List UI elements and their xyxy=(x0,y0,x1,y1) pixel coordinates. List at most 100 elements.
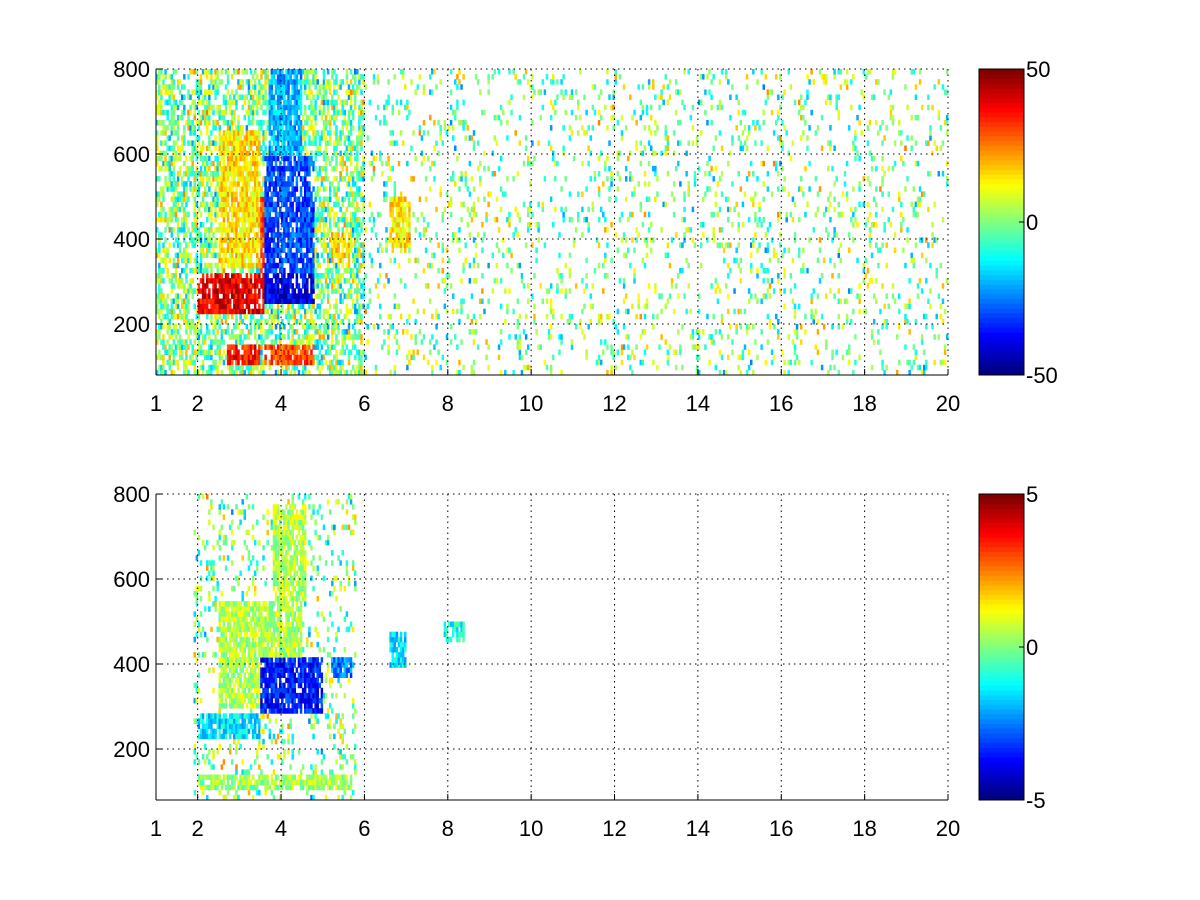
heatmap-cell xyxy=(260,283,263,289)
heatmap-cell xyxy=(237,135,240,141)
heatmap-cell xyxy=(328,369,332,376)
heatmap-cell xyxy=(433,344,436,350)
heatmap-cell xyxy=(170,114,174,121)
heatmap-cell xyxy=(185,364,188,371)
heatmap-cell xyxy=(333,247,336,253)
heatmap-cell xyxy=(333,283,336,289)
heatmap-cell xyxy=(189,125,192,131)
heatmap-cell xyxy=(303,181,307,187)
heatmap-cell xyxy=(599,89,603,95)
heatmap-cell xyxy=(264,99,267,106)
heatmap-cell xyxy=(637,293,640,299)
heatmap-cell xyxy=(278,125,282,131)
heatmap-cell xyxy=(291,89,294,95)
heatmap-cell xyxy=(303,344,307,350)
heatmap-cell xyxy=(218,303,222,310)
heatmap-cell xyxy=(354,99,357,106)
heatmap-cell xyxy=(335,247,338,253)
heatmap-cell xyxy=(291,165,294,172)
heatmap-cell xyxy=(293,252,297,259)
heatmap-cell xyxy=(345,216,349,223)
heatmap-cell xyxy=(560,339,563,345)
heatmap-cell xyxy=(306,165,309,172)
heatmap-cell xyxy=(243,262,247,269)
heatmap-cell xyxy=(214,318,217,325)
heatmap-cell xyxy=(220,242,224,248)
heatmap-cell xyxy=(366,324,369,330)
heatmap-cell xyxy=(303,349,307,355)
heatmap-cell xyxy=(256,120,259,126)
heatmap-cell xyxy=(164,140,167,146)
heatmap-cell xyxy=(216,303,219,310)
heatmap-cell xyxy=(303,278,307,284)
heatmap-cell xyxy=(312,125,315,131)
heatmap-cell xyxy=(481,109,484,116)
heatmap-cell xyxy=(249,257,253,264)
heatmap-cell xyxy=(337,359,340,366)
heatmap-cell xyxy=(164,303,167,310)
heatmap-cell xyxy=(560,89,563,95)
heatmap-cell xyxy=(472,329,476,335)
heatmap-cell xyxy=(281,344,284,350)
heatmap-cell xyxy=(201,176,205,182)
heatmap-cell xyxy=(293,267,297,274)
heatmap-cell xyxy=(349,176,353,182)
heatmap-cell xyxy=(224,273,228,279)
heatmap-cell xyxy=(422,130,426,136)
heatmap-cell xyxy=(326,252,330,259)
heatmap-cell xyxy=(231,155,234,162)
heatmap-cell xyxy=(524,135,528,141)
heatmap-cell xyxy=(201,247,205,253)
heatmap-cell xyxy=(220,303,224,310)
heatmap-cell xyxy=(531,160,534,167)
heatmap-cell xyxy=(360,318,363,325)
heatmap-cell xyxy=(276,201,280,208)
heatmap-cell xyxy=(297,130,301,136)
heatmap-cell xyxy=(258,369,261,376)
heatmap-cell xyxy=(274,339,278,345)
heatmap-cell xyxy=(278,150,282,157)
heatmap-cell xyxy=(560,313,563,320)
heatmap-cell xyxy=(349,125,353,131)
heatmap-cell xyxy=(176,262,180,269)
heatmap-cell xyxy=(256,339,259,345)
heatmap-cell xyxy=(253,69,257,75)
heatmap-cell xyxy=(476,196,480,202)
heatmap-cell xyxy=(335,191,338,197)
heatmap-cell xyxy=(243,181,247,187)
heatmap-cell xyxy=(239,206,242,213)
heatmap-cell xyxy=(297,135,301,141)
heatmap-cell xyxy=(306,69,309,75)
heatmap-cell xyxy=(420,135,424,141)
heatmap-cell xyxy=(316,273,319,279)
heatmap-cell xyxy=(235,339,238,345)
heatmap-cell xyxy=(360,349,363,355)
heatmap-cell xyxy=(235,303,238,310)
heatmap-cell xyxy=(285,242,288,248)
heatmap-cell xyxy=(258,349,261,355)
heatmap-cell xyxy=(293,288,297,294)
heatmap-cell xyxy=(295,181,299,187)
heatmap-cell xyxy=(266,237,269,243)
heatmap-cell xyxy=(185,191,188,197)
heatmap-cell xyxy=(303,232,307,238)
heatmap-cell xyxy=(214,171,217,177)
heatmap-cell xyxy=(408,237,411,243)
heatmap-cell xyxy=(351,211,355,218)
heatmap-cell xyxy=(201,242,205,248)
heatmap-cell xyxy=(295,114,299,121)
heatmap-cell xyxy=(233,267,236,274)
heatmap-cell xyxy=(585,273,588,279)
heatmap-cell xyxy=(362,247,365,253)
heatmap-cell xyxy=(308,359,311,366)
heatmap-cell xyxy=(495,140,499,146)
heatmap-cell xyxy=(454,181,457,187)
heatmap-cell xyxy=(172,262,176,269)
heatmap-cell xyxy=(343,278,347,284)
heatmap-cell xyxy=(406,104,409,111)
heatmap-cell xyxy=(462,201,465,208)
heatmap-cell xyxy=(218,354,222,361)
heatmap-cell xyxy=(331,237,334,243)
heatmap-cell xyxy=(210,369,213,376)
heatmap-cell xyxy=(326,288,330,294)
